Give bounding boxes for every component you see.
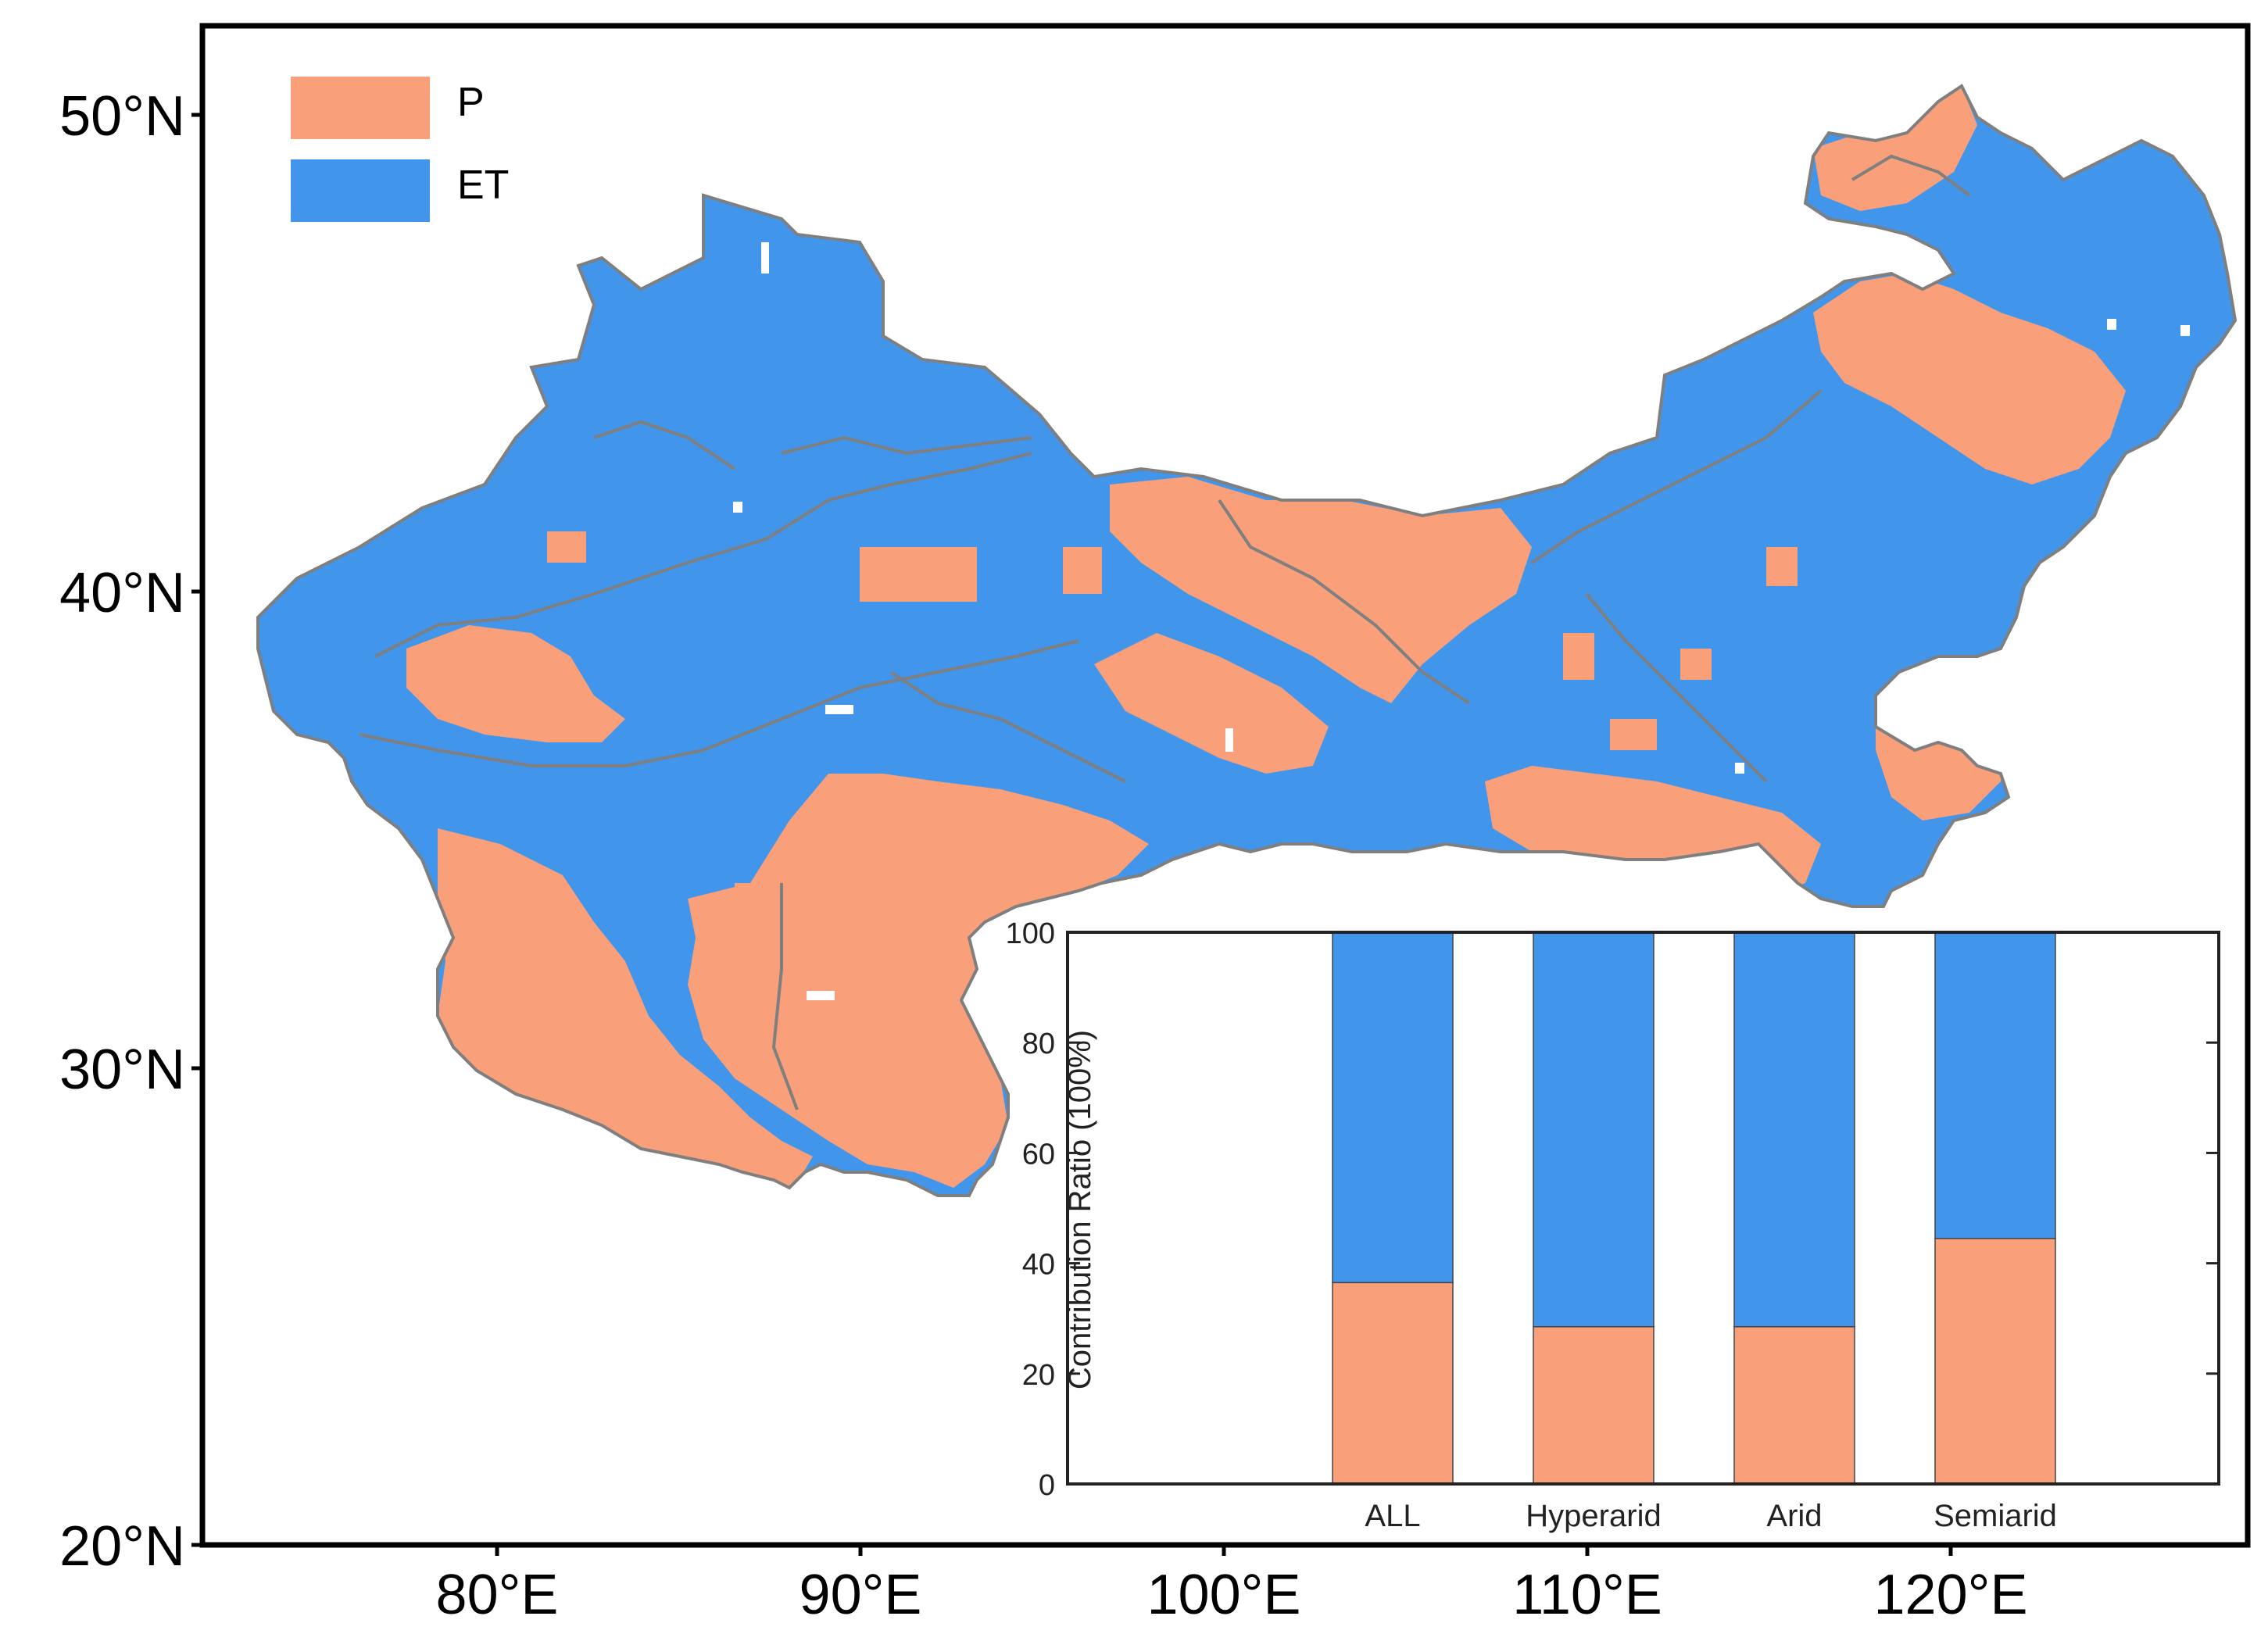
- no-data-pixels: [733, 242, 2190, 1000]
- lon-tick-label: 90°E: [800, 1564, 922, 1626]
- lon-tick-label: 80°E: [436, 1564, 559, 1626]
- inset-x-tick-label: Hyperarid: [1526, 1499, 1661, 1533]
- lat-tick-label: 40°N: [59, 562, 185, 624]
- inset-x-tick-label: Semiarid: [1934, 1499, 2057, 1533]
- legend-swatch-p: [291, 77, 430, 139]
- inset-y-tick-label: 0: [1039, 1469, 1055, 1502]
- bar-p-arid: [1733, 1326, 1855, 1485]
- bar-et-arid: [1733, 931, 1855, 1328]
- region-outline: [256, 84, 2238, 1197]
- internal-boundaries: [359, 154, 1971, 1110]
- inset-y-tick-label: 80: [1022, 1028, 1055, 1060]
- lat-tick-label: 50°N: [59, 85, 185, 148]
- lat-tick-label: 20°N: [59, 1515, 185, 1578]
- bar-p-all: [1332, 1282, 1454, 1485]
- inset-y-tick-label: 20: [1022, 1359, 1055, 1392]
- inset-y-axis: 0 20 40 60 80 100: [1006, 917, 2219, 1502]
- legend-swatch-et: [291, 159, 430, 222]
- inset-bar-chart: 0 20 40 60 80 100 ALL Hyperarid Arid Semiarid Co…: [1006, 917, 2220, 1533]
- bar-p-semiarid: [1934, 1238, 2056, 1485]
- lon-tick-label: 100°E: [1147, 1564, 1301, 1626]
- legend-label-et: ET: [457, 163, 509, 208]
- map-legend: P ET: [291, 77, 509, 222]
- bar-et-semiarid: [1934, 931, 2056, 1239]
- p-dominant-patches: [406, 86, 2126, 1196]
- latitude-axis: 50°N 40°N 30°N 20°N: [59, 85, 202, 1578]
- inset-x-tick-label: ALL: [1365, 1499, 1420, 1533]
- bar-p-hyperarid: [1533, 1326, 1654, 1485]
- inset-y-tick-label: 60: [1022, 1138, 1055, 1171]
- inset-x-axis: ALL Hyperarid Arid Semiarid: [1365, 1499, 2057, 1533]
- lon-tick-label: 110°E: [1512, 1564, 1662, 1626]
- bar-et-all: [1332, 931, 1454, 1284]
- legend-label-p: P: [457, 80, 485, 125]
- inset-y-axis-label: Contribution Ratio (100%): [1063, 1030, 1097, 1389]
- lon-tick-label: 120°E: [1874, 1564, 2028, 1626]
- inset-x-tick-label: Arid: [1766, 1499, 1822, 1533]
- inset-y-tick-label: 40: [1022, 1249, 1055, 1282]
- inset-frame: [1066, 931, 2220, 1486]
- bar-et-hyperarid: [1533, 931, 1654, 1328]
- lat-tick-label: 30°N: [59, 1039, 185, 1101]
- stacked-bars: [1332, 931, 2056, 1485]
- longitude-axis: 80°E 90°E 100°E 110°E 120°E: [436, 1545, 2028, 1626]
- inset-y-tick-label: 100: [1006, 917, 1055, 950]
